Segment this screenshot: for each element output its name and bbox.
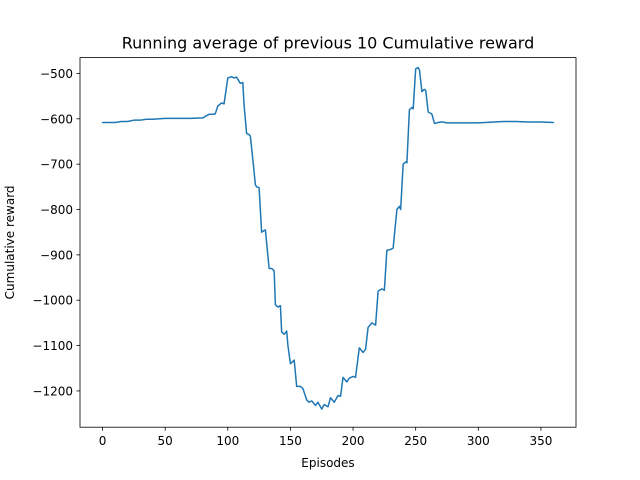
y-tick-label: −700	[40, 158, 73, 172]
y-tick-label: −800	[40, 203, 73, 217]
y-tick-label: −900	[40, 248, 73, 262]
y-axis: −1200 −1100 −1000 −900 −800 −700 −600 −500	[32, 67, 80, 398]
y-tick-label: −600	[40, 112, 73, 126]
series-layer	[101, 66, 555, 410]
y-tick-label: −1000	[32, 294, 73, 308]
x-tick-label: 200	[342, 434, 365, 448]
axes-frame	[79, 57, 577, 428]
x-tick-label: 350	[529, 434, 552, 448]
x-tick-label: 300	[467, 434, 490, 448]
x-axis-label: Episodes	[301, 456, 354, 470]
y-tick-label: −1200	[32, 384, 73, 398]
x-tick-label: 100	[216, 434, 239, 448]
y-tick-label: −1100	[32, 339, 73, 353]
y-tick-label: −500	[40, 67, 73, 81]
x-tick-label: 150	[279, 434, 302, 448]
plot-area: 0 50 100 150 200 250 300 350 −1200 −1100 −1000 −90…	[32, 57, 577, 448]
x-tick-label: 0	[99, 434, 107, 448]
chart-title: Running average of previous 10 Cumulativ…	[122, 34, 535, 53]
x-tick-label: 250	[404, 434, 427, 448]
y-axis-label: Cumulative reward	[3, 185, 17, 299]
x-tick-label: 50	[158, 434, 173, 448]
series-line	[101, 66, 555, 410]
x-axis: 0 50 100 150 200 250 300 350	[99, 427, 552, 448]
